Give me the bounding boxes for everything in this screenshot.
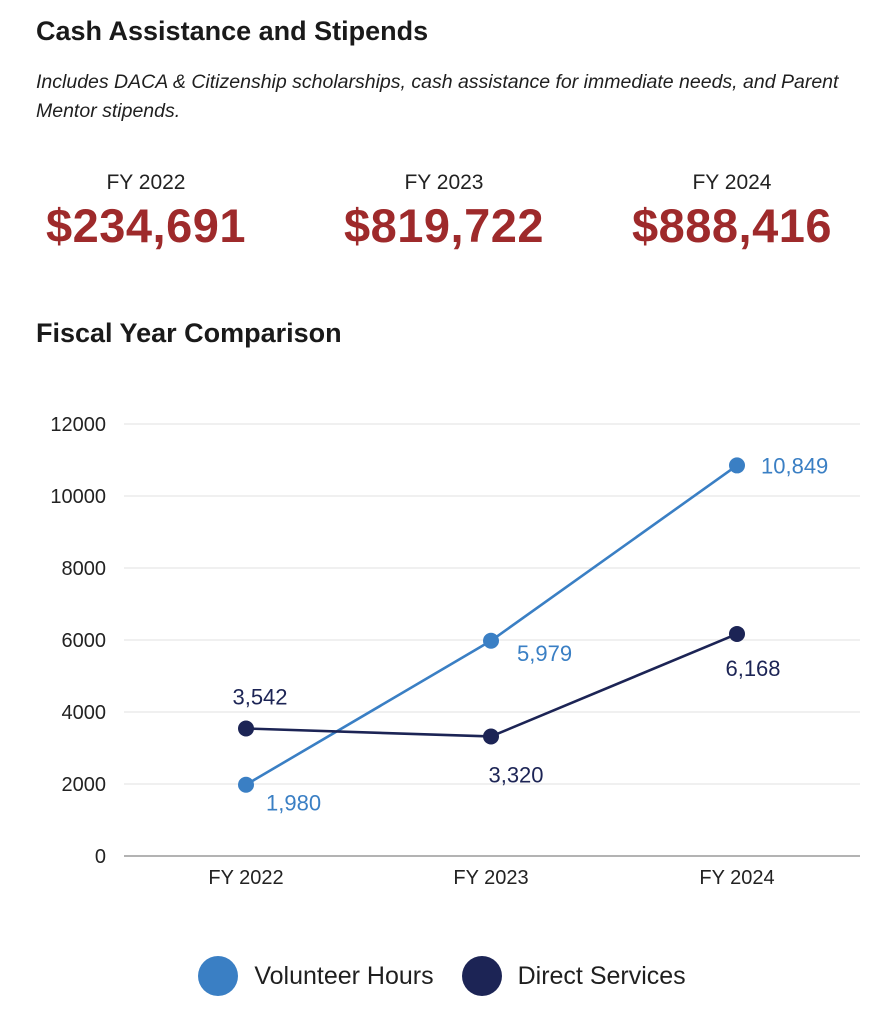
y-tick-label: 4000 [62, 702, 107, 724]
line-chart: 0 2000 4000 6000 8000 10000 12000 FY 2022 FY 202… [50, 414, 860, 889]
series-layer [238, 457, 745, 793]
stat-value: $819,722 [343, 199, 545, 252]
axis-layer: 0 2000 4000 6000 8000 10000 12000 FY 2022 FY 202… [50, 414, 860, 889]
y-tick-label: 8000 [62, 558, 107, 580]
legend-label: Volunteer Hours [254, 961, 434, 990]
legend-label: Direct Services [517, 961, 686, 990]
stat-fy2022: FY 2022 $234,691 [6, 170, 286, 254]
data-label: 10,849 [761, 453, 828, 478]
y-tick-label: 6000 [62, 630, 107, 652]
series-line [245, 632, 738, 738]
chart-legend: Volunteer Hours Direct Services [0, 956, 884, 996]
y-tick-label: 2000 [62, 774, 107, 796]
y-tick-label: 10000 [50, 486, 106, 508]
chart-title: Fiscal Year Comparison [36, 318, 342, 348]
data-label: 1,980 [266, 791, 321, 816]
stat-value: $234,691 [45, 199, 247, 252]
label-layer: 1,980 5,979 10,849 3,542 3,320 6,168 [232, 453, 828, 815]
y-tick-label: 0 [95, 846, 106, 868]
legend-item-direct-services: Direct Services [461, 956, 686, 996]
stat-fy2024: FY 2024 $888,416 [592, 170, 872, 254]
x-tick-label: FY 2023 [453, 867, 528, 889]
legend-swatch [198, 956, 239, 996]
data-label: 5,979 [517, 641, 572, 666]
stat-value: $888,416 [631, 199, 833, 252]
data-point [238, 720, 254, 737]
data-point [729, 457, 745, 474]
x-tick-label: FY 2024 [699, 867, 774, 889]
stat-label: FY 2022 [106, 171, 186, 194]
x-tick-label: FY 2022 [208, 867, 283, 889]
data-label: 3,542 [232, 684, 287, 709]
data-label: 3,320 [488, 762, 543, 787]
legend-swatch [461, 956, 502, 996]
legend-item-volunteer-hours: Volunteer Hours [198, 956, 434, 996]
data-label: 6,168 [725, 656, 780, 681]
stat-label: FY 2023 [404, 171, 484, 194]
cash-section-subtitle: Includes DACA & Citizenship scholarships… [36, 71, 839, 122]
data-point [238, 776, 254, 793]
cash-section-title: Cash Assistance and Stipends [36, 16, 429, 46]
y-tick-label: 12000 [50, 414, 106, 436]
data-point [483, 632, 499, 649]
stat-label: FY 2024 [692, 171, 772, 194]
data-point [483, 728, 499, 745]
stat-fy2023: FY 2023 $819,722 [304, 170, 584, 254]
data-point [729, 625, 745, 642]
